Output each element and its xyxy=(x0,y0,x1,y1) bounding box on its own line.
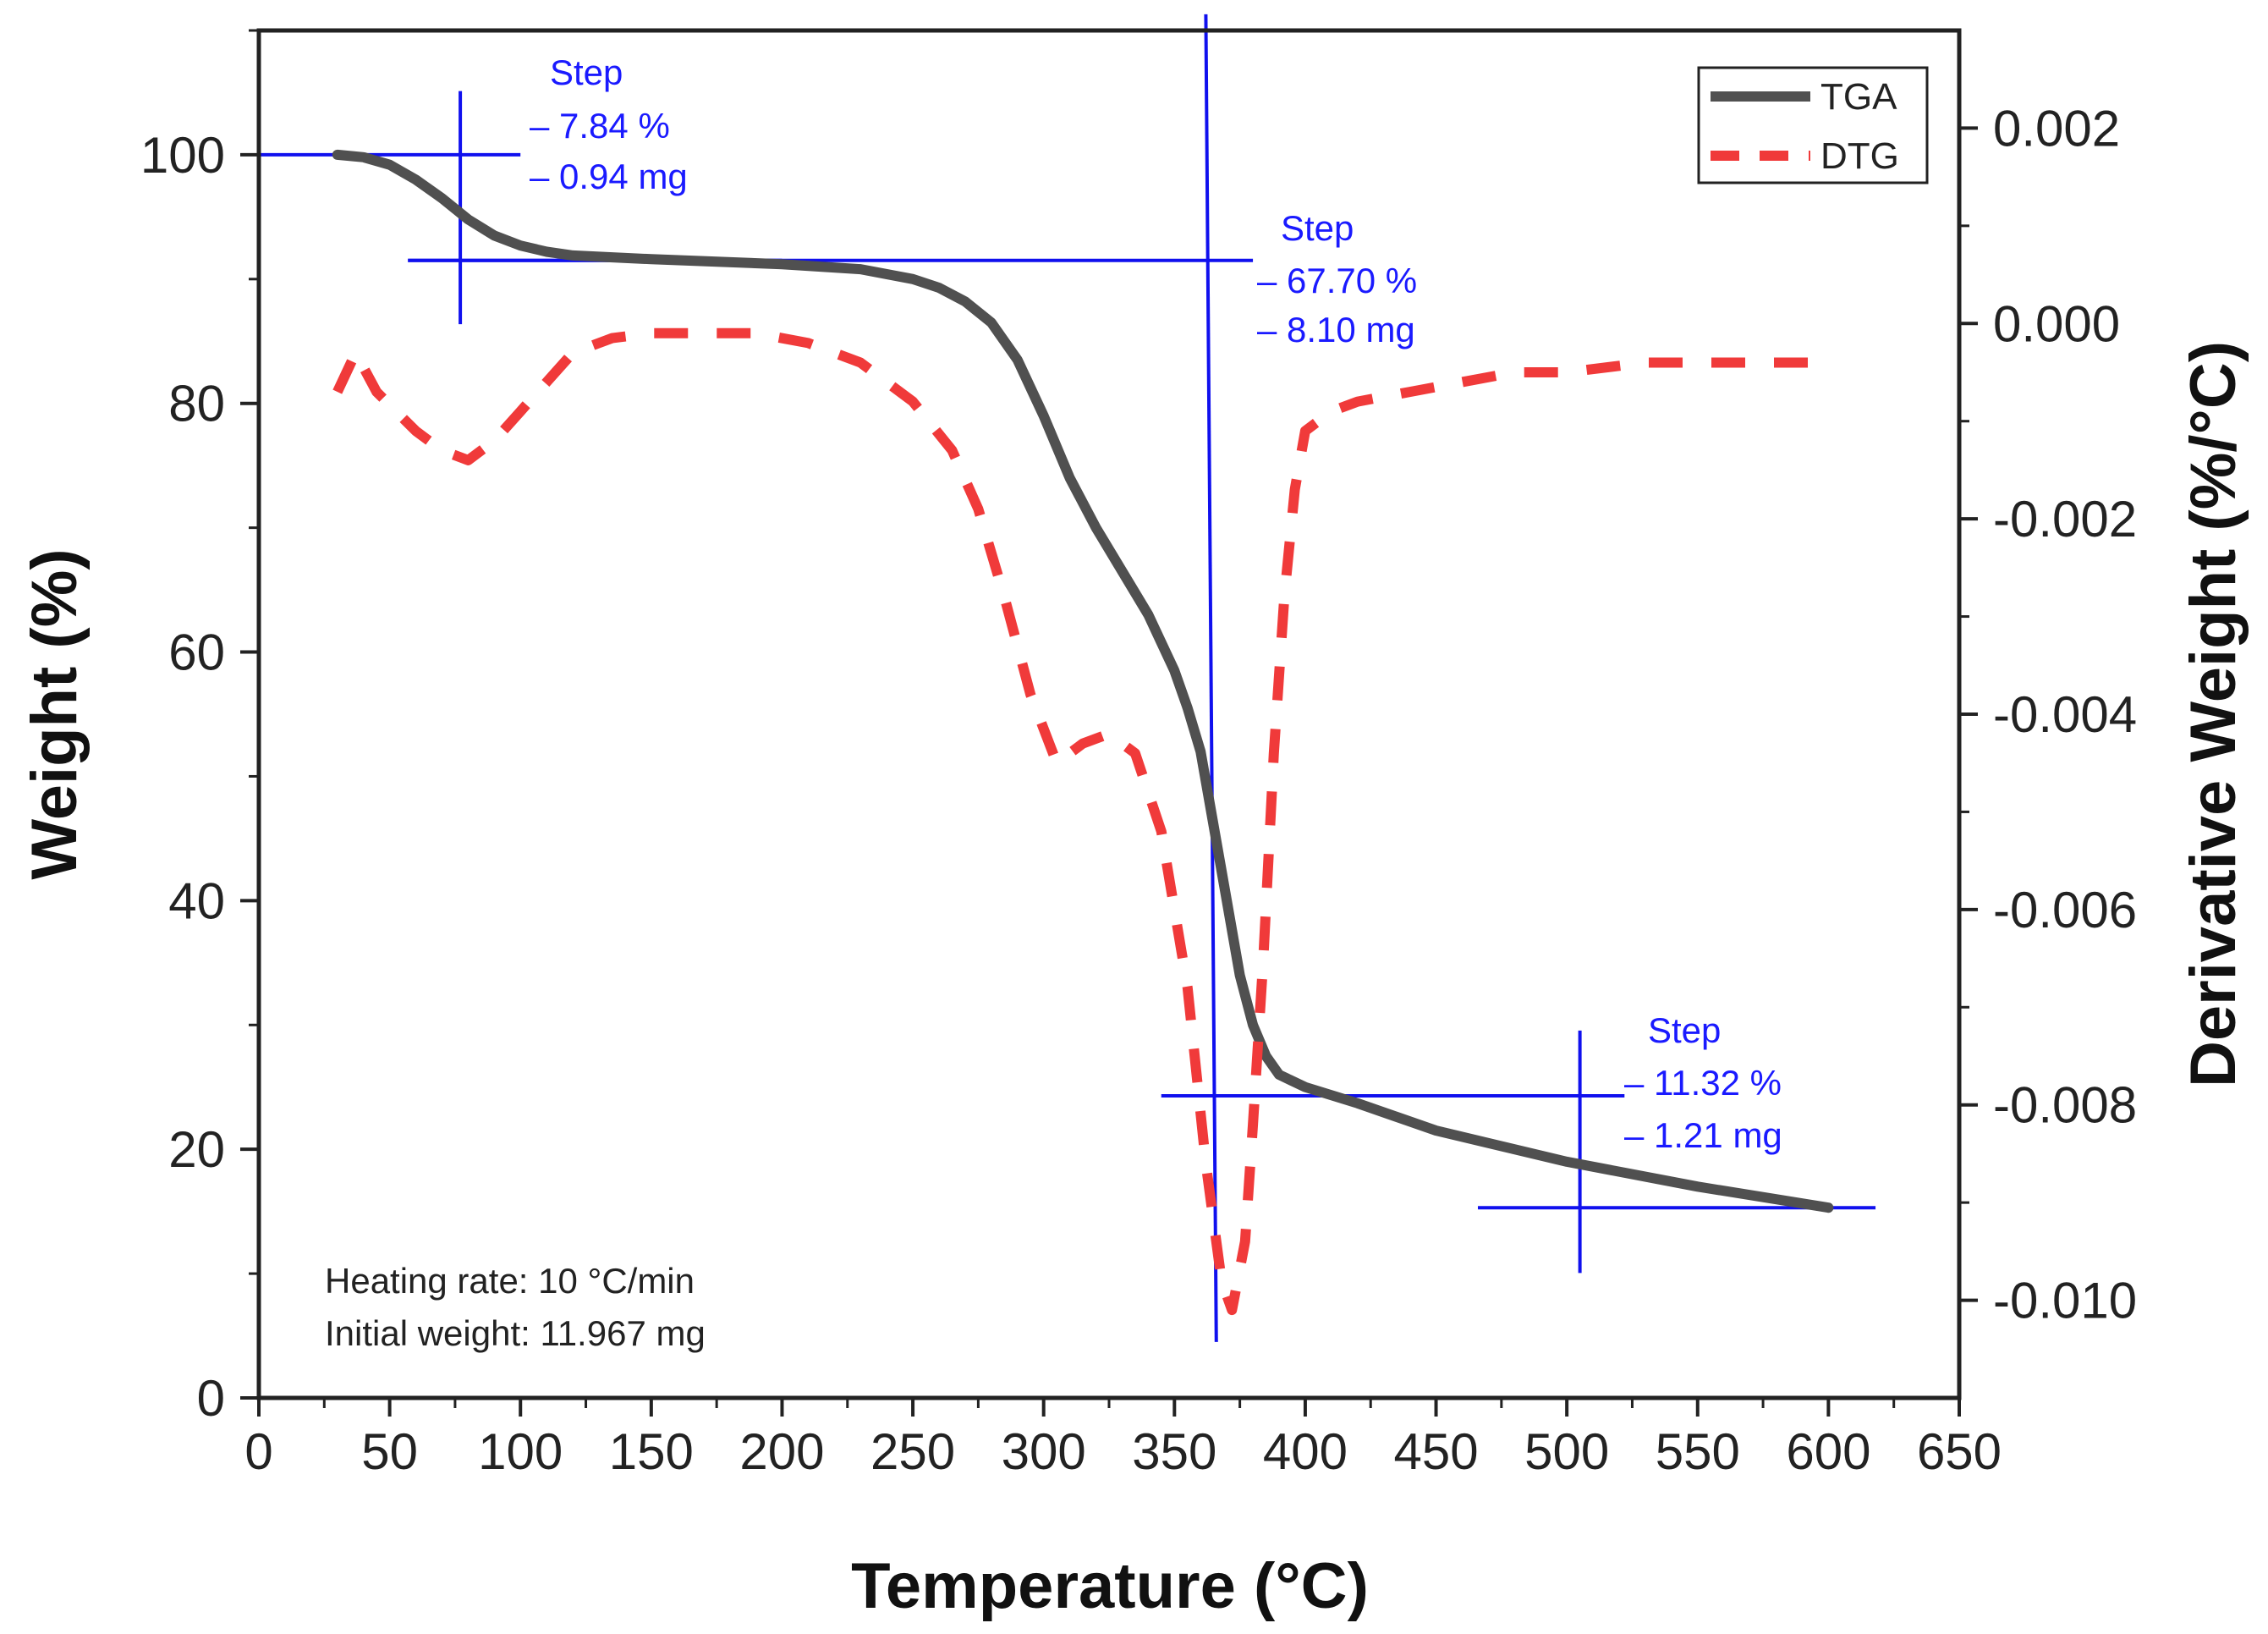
step2-vertical-line xyxy=(1204,14,1218,1342)
step1-title: Step xyxy=(550,52,623,92)
x-tick-label: 100 xyxy=(478,1423,563,1480)
step2-percent: – 67.70 % xyxy=(1257,261,1417,300)
y2-tick-label: -0.006 xyxy=(1993,882,2137,938)
x-tick-label: 500 xyxy=(1524,1423,1609,1480)
step3-percent: – 11.32 % xyxy=(1624,1063,1782,1103)
step2-title: Step xyxy=(1281,208,1354,248)
legend-dtg-label: DTG xyxy=(1820,135,1899,177)
series-dtg-line xyxy=(332,327,1829,1316)
y-tick-label: 100 xyxy=(140,127,225,184)
legend: TGA DTG xyxy=(1697,66,1929,184)
ticks-layer: 0 50 100 150 200 250 300 350 400 450 500 550 600 6500… xyxy=(140,29,2137,1480)
y-tick-label: 20 xyxy=(168,1121,225,1178)
step3-mass: – 1.21 mg xyxy=(1624,1115,1782,1155)
y-tick-label: 0 xyxy=(197,1370,225,1427)
x-tick-label: 650 xyxy=(1917,1423,2002,1480)
y2-tick-label: -0.004 xyxy=(1993,686,2137,743)
x-tick-label: 350 xyxy=(1132,1423,1216,1480)
step3-title: Step xyxy=(1648,1010,1721,1050)
step-lines-layer xyxy=(259,14,1876,1342)
data-layer xyxy=(332,149,1834,1316)
annotation-initial-weight: Initial weight: 11.967 mg xyxy=(325,1313,706,1353)
y-tick-label: 60 xyxy=(168,624,225,681)
x-tick-label: 300 xyxy=(1002,1423,1086,1480)
y2-tick-label: 0.002 xyxy=(1993,100,2120,157)
x-tick-label: 150 xyxy=(609,1423,694,1480)
step1-percent: – 7.84 % xyxy=(530,106,670,146)
annotation-heating-rate: Heating rate: 10 °C/min xyxy=(325,1261,695,1301)
legend-box xyxy=(1697,66,1929,184)
y2-tick-label: -0.010 xyxy=(1993,1273,2137,1329)
y2-tick-label: -0.008 xyxy=(1993,1077,2137,1134)
y2-axis-title: Derivative Weight (%/°C) xyxy=(2177,341,2249,1087)
x-tick-label: 550 xyxy=(1656,1423,1740,1480)
x-tick-label: 450 xyxy=(1393,1423,1478,1480)
x-tick-label: 50 xyxy=(361,1423,418,1480)
y-tick-label: 40 xyxy=(168,872,225,929)
x-tick-label: 250 xyxy=(870,1423,955,1480)
step2-mass: – 8.10 mg xyxy=(1257,310,1415,349)
x-tick-label: 400 xyxy=(1263,1423,1348,1480)
y-axis-title: Weight (%) xyxy=(19,548,91,879)
y2-tick-label: 0.000 xyxy=(1993,295,2120,352)
y-tick-label: 80 xyxy=(168,376,225,432)
legend-tga-label: TGA xyxy=(1820,76,1897,118)
x-tick-label: 0 xyxy=(244,1423,272,1480)
x-tick-label: 600 xyxy=(1786,1423,1870,1480)
x-axis-title: Temperature (°C) xyxy=(851,1550,1369,1622)
step-labels: Step – 7.84 % – 0.94 mg Step – 67.70 % –… xyxy=(530,52,1782,1155)
y2-tick-label: -0.002 xyxy=(1993,491,2137,547)
step1-mass: – 0.94 mg xyxy=(530,157,688,196)
x-tick-label: 200 xyxy=(739,1423,824,1480)
series-tga-line xyxy=(332,149,1834,1213)
